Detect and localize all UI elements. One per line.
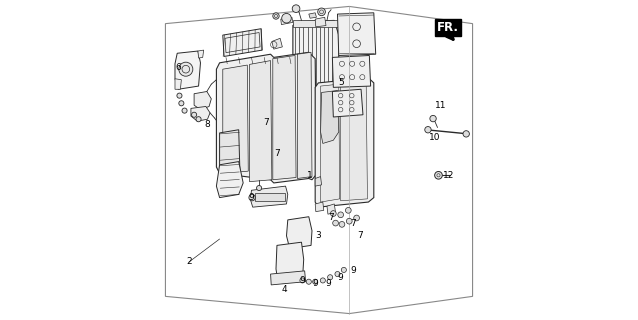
Polygon shape: [309, 13, 316, 18]
Circle shape: [182, 108, 187, 113]
Text: 6: 6: [175, 63, 181, 72]
Bar: [293, 86, 339, 92]
Polygon shape: [338, 13, 376, 55]
Bar: [293, 20, 339, 28]
Polygon shape: [251, 186, 288, 207]
Polygon shape: [219, 130, 240, 177]
Polygon shape: [276, 242, 304, 284]
Text: 4: 4: [281, 285, 286, 294]
Polygon shape: [286, 217, 312, 249]
Polygon shape: [272, 38, 283, 49]
Polygon shape: [273, 55, 296, 180]
Circle shape: [327, 275, 332, 280]
Polygon shape: [194, 92, 211, 110]
Polygon shape: [223, 65, 248, 173]
Circle shape: [318, 8, 325, 16]
Circle shape: [292, 5, 300, 12]
Circle shape: [320, 278, 325, 283]
Polygon shape: [320, 91, 339, 143]
Text: 9: 9: [300, 276, 306, 285]
Circle shape: [282, 13, 292, 23]
Circle shape: [179, 101, 184, 106]
Polygon shape: [175, 79, 181, 89]
Circle shape: [345, 207, 351, 213]
Circle shape: [430, 116, 436, 122]
Circle shape: [313, 279, 318, 284]
Circle shape: [332, 220, 338, 226]
Text: 9: 9: [350, 266, 356, 276]
Text: 1: 1: [307, 171, 313, 180]
Circle shape: [346, 218, 352, 224]
Text: 7: 7: [357, 231, 362, 240]
Text: 12: 12: [443, 171, 455, 180]
Circle shape: [425, 126, 431, 133]
Circle shape: [339, 221, 345, 227]
Polygon shape: [327, 204, 336, 214]
Bar: [255, 194, 285, 201]
Circle shape: [179, 62, 193, 76]
Text: 9: 9: [325, 279, 330, 288]
Text: 7: 7: [328, 213, 334, 222]
Polygon shape: [297, 52, 312, 179]
Text: 3: 3: [315, 231, 322, 240]
Polygon shape: [341, 81, 367, 201]
Circle shape: [335, 271, 340, 276]
Circle shape: [306, 279, 311, 284]
Text: 7: 7: [263, 118, 269, 127]
Polygon shape: [165, 6, 473, 314]
Circle shape: [463, 131, 470, 137]
Polygon shape: [315, 177, 322, 186]
Polygon shape: [249, 60, 272, 182]
Polygon shape: [320, 84, 339, 202]
Text: 7: 7: [350, 219, 356, 228]
Text: 9: 9: [249, 193, 255, 202]
Circle shape: [256, 186, 262, 191]
Circle shape: [338, 212, 343, 218]
Polygon shape: [271, 271, 306, 285]
Polygon shape: [281, 17, 293, 25]
Text: 5: 5: [338, 78, 343, 87]
Polygon shape: [216, 162, 243, 197]
Polygon shape: [175, 51, 200, 89]
Circle shape: [196, 117, 201, 122]
Circle shape: [249, 195, 255, 201]
Polygon shape: [293, 20, 339, 89]
Text: 10: 10: [429, 132, 440, 141]
Polygon shape: [315, 202, 323, 212]
Circle shape: [300, 278, 305, 283]
Circle shape: [434, 172, 442, 179]
Text: 8: 8: [204, 120, 210, 129]
Text: FR.: FR.: [437, 20, 459, 34]
Polygon shape: [315, 78, 374, 207]
Polygon shape: [332, 55, 371, 87]
Text: 7: 7: [274, 149, 280, 158]
Polygon shape: [315, 17, 326, 27]
Polygon shape: [198, 50, 204, 58]
Circle shape: [191, 112, 197, 117]
Text: 9: 9: [313, 279, 318, 288]
Polygon shape: [223, 29, 262, 56]
Polygon shape: [216, 52, 316, 183]
Circle shape: [353, 215, 359, 221]
Text: 2: 2: [186, 258, 192, 267]
Circle shape: [341, 268, 346, 272]
Text: 9: 9: [338, 273, 343, 282]
Polygon shape: [191, 107, 210, 121]
Circle shape: [177, 93, 182, 98]
Circle shape: [330, 211, 336, 216]
Text: 11: 11: [435, 101, 447, 110]
Polygon shape: [332, 89, 363, 117]
Circle shape: [273, 13, 279, 19]
